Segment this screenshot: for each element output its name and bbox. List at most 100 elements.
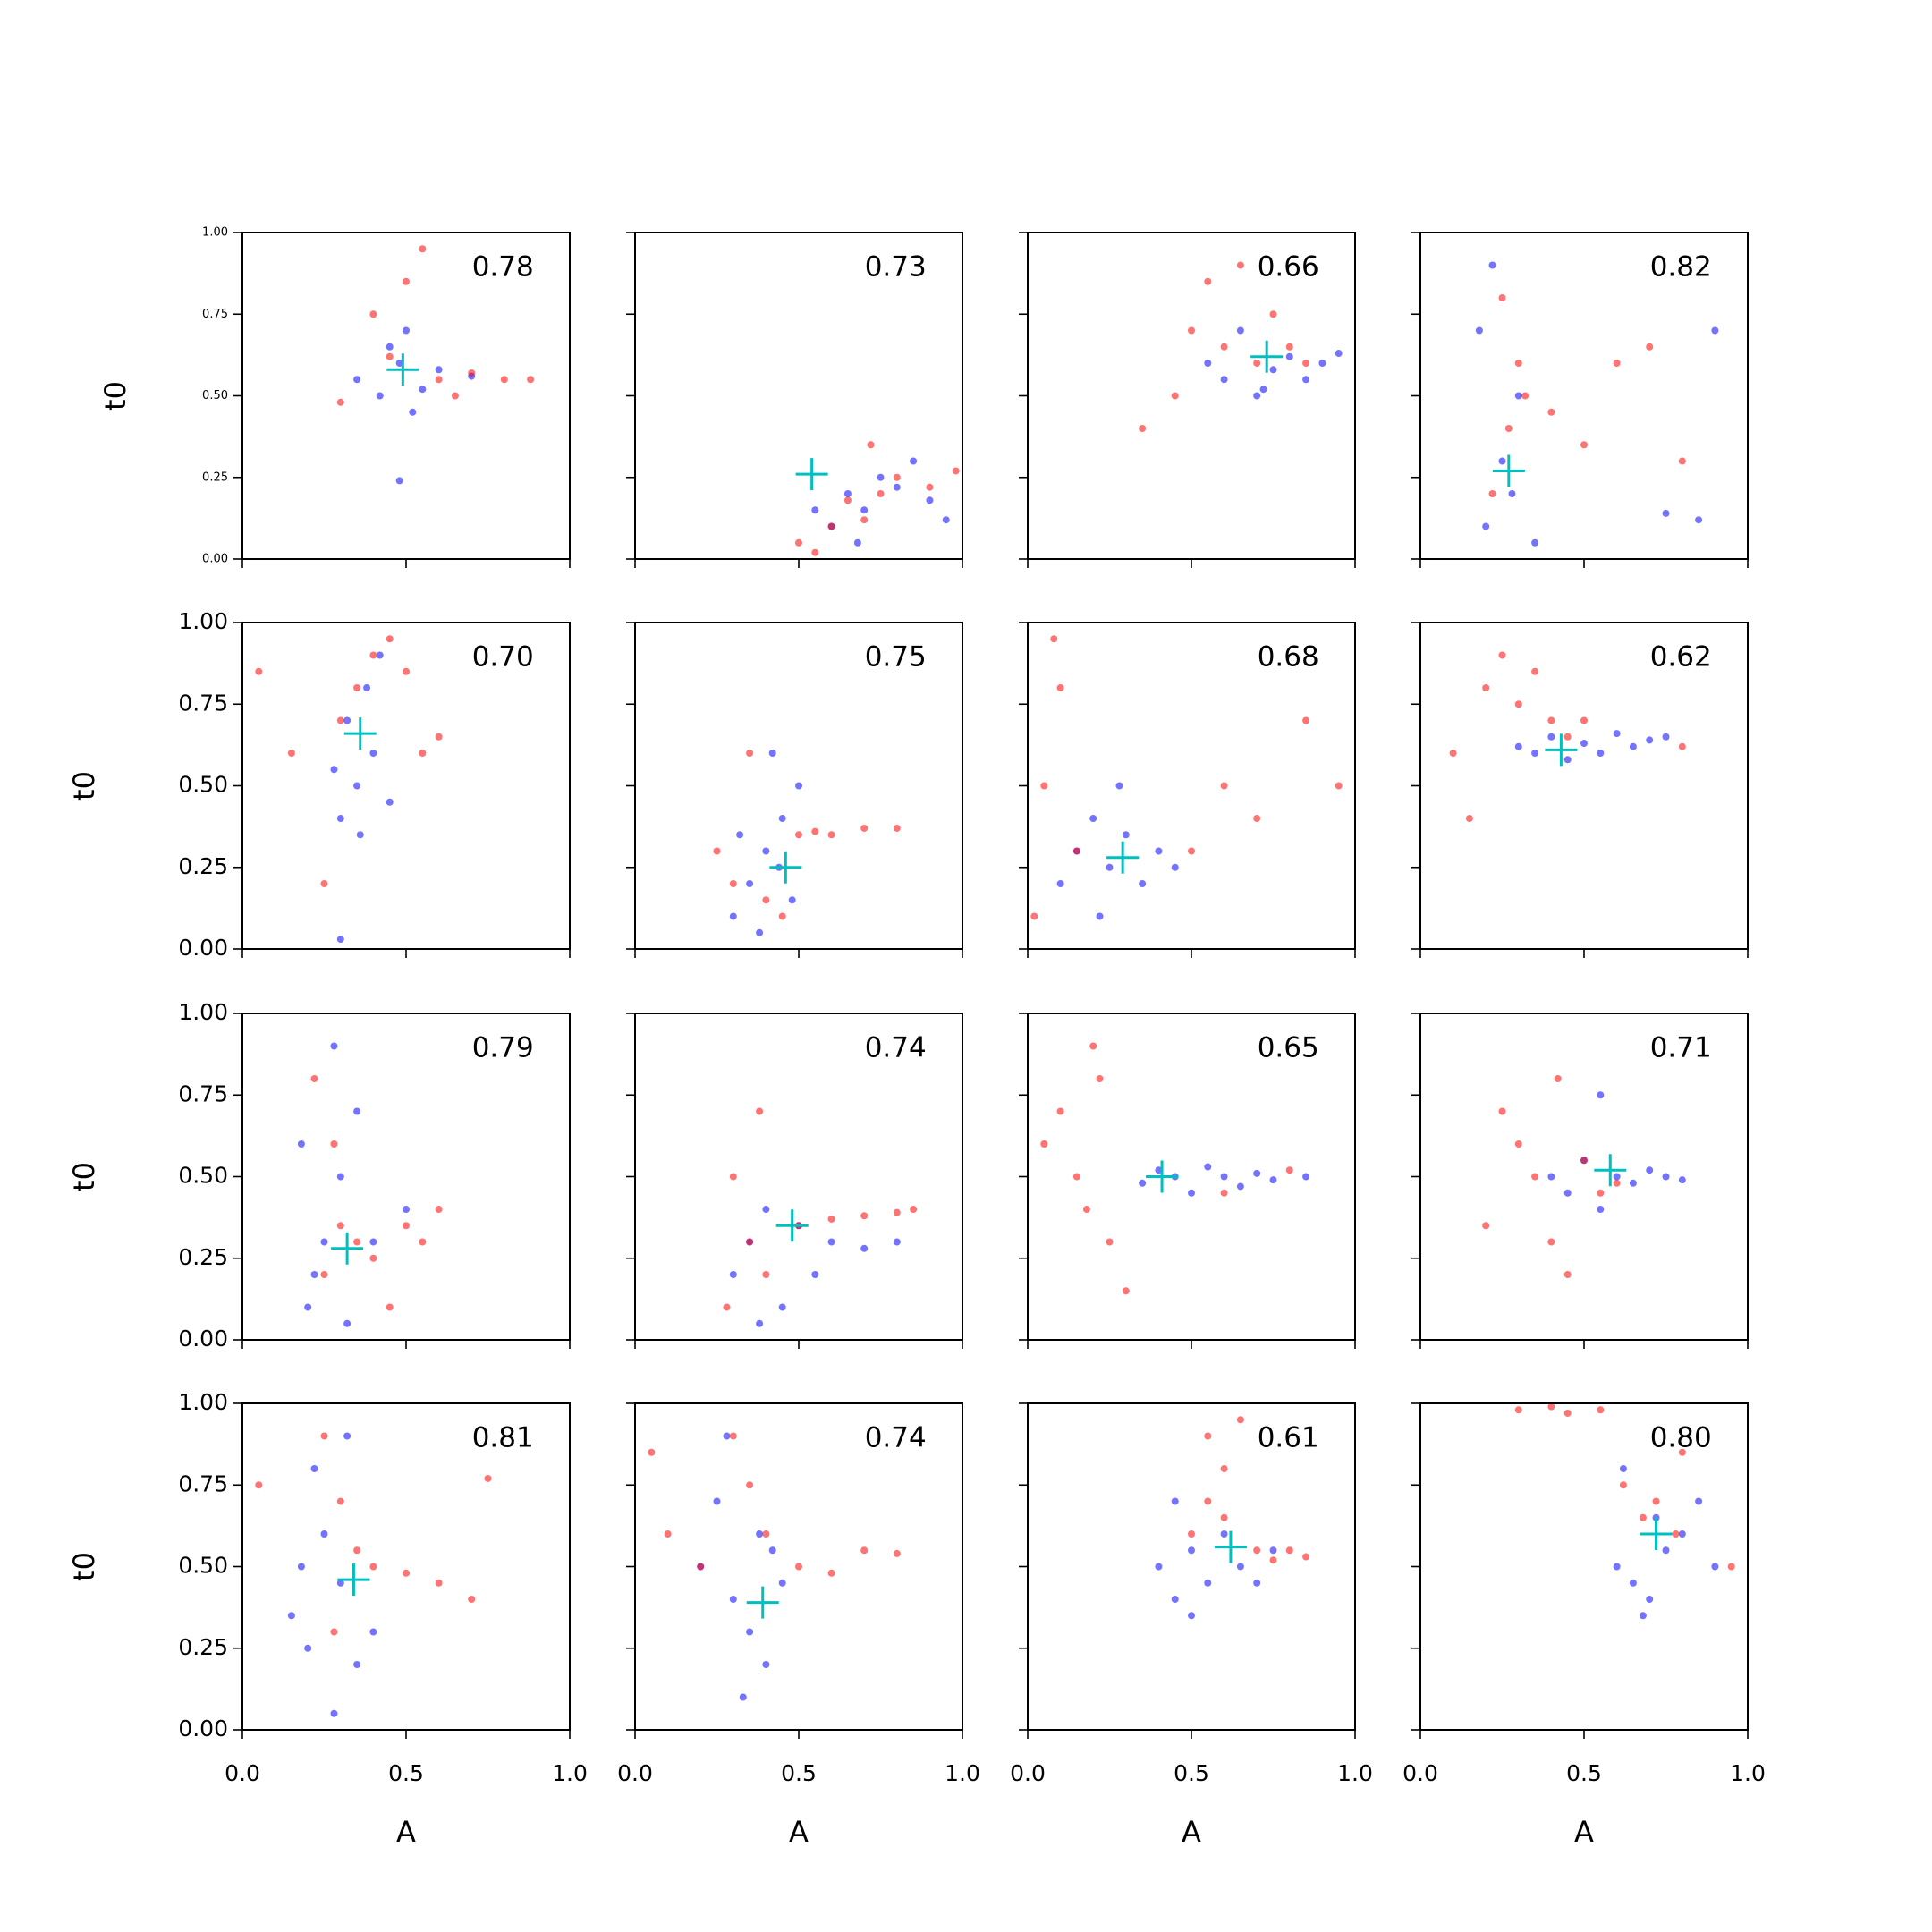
sample-point xyxy=(762,1530,770,1538)
sample-point xyxy=(336,936,344,944)
sample-point xyxy=(297,1140,305,1148)
sample-point xyxy=(1547,408,1555,416)
sample-point xyxy=(768,1546,776,1555)
sample-point xyxy=(353,782,361,790)
sample-point xyxy=(320,880,328,887)
sample-point xyxy=(713,1497,721,1505)
true-value-marker xyxy=(1640,1518,1673,1550)
sample-point xyxy=(527,376,535,384)
sample-point xyxy=(893,473,901,481)
panel-annotation: 0.73 xyxy=(865,251,927,284)
sample-point xyxy=(860,1546,869,1555)
x-axis-label: A xyxy=(1574,1815,1594,1849)
sample-point xyxy=(768,750,776,757)
sample-point xyxy=(1253,1169,1261,1177)
true-value-marker xyxy=(775,1209,809,1242)
sample-point xyxy=(843,496,852,504)
true-value-marker xyxy=(343,717,377,750)
y-tick-label: 0.75 xyxy=(178,1470,228,1496)
sample-point xyxy=(386,343,394,351)
sample-point xyxy=(1302,1173,1310,1181)
sample-point xyxy=(1619,1481,1627,1489)
sample-point xyxy=(1050,635,1058,643)
sample-point xyxy=(1563,733,1572,741)
sample-point xyxy=(1302,376,1310,384)
sample-point xyxy=(369,750,377,757)
sample-point xyxy=(310,1271,318,1278)
sample-point xyxy=(762,896,770,904)
sample-point xyxy=(756,1107,764,1115)
true-value-marker xyxy=(1146,1160,1179,1193)
x-axis-label: A xyxy=(396,1815,416,1849)
sample-point xyxy=(736,831,744,839)
sample-point xyxy=(1204,360,1212,367)
y-axis-label: t0 xyxy=(67,1552,101,1581)
sample-point xyxy=(353,1238,361,1246)
sample-point xyxy=(1171,1596,1179,1603)
sample-point xyxy=(1204,1579,1212,1587)
sample-point xyxy=(1253,815,1261,822)
sample-point xyxy=(729,1271,737,1278)
sample-point xyxy=(729,1596,737,1603)
sample-point xyxy=(795,782,802,790)
sample-point xyxy=(1580,441,1588,449)
sample-point xyxy=(1106,863,1114,871)
sample-point xyxy=(1613,360,1621,367)
sample-point xyxy=(1597,750,1605,757)
sample-point xyxy=(877,490,885,497)
x-tick-label: 0.0 xyxy=(225,1760,260,1786)
sample-point xyxy=(1482,684,1490,691)
sample-point xyxy=(1220,1513,1228,1521)
sample-point xyxy=(1096,912,1104,920)
sample-point xyxy=(867,441,875,449)
sample-point xyxy=(746,1238,754,1246)
sample-point xyxy=(1220,782,1228,790)
panel-annotation: 0.71 xyxy=(1650,1032,1712,1064)
sample-point xyxy=(893,1549,901,1557)
sample-point xyxy=(353,1107,361,1115)
sample-point xyxy=(310,1465,318,1472)
x-tick-label: 0.5 xyxy=(388,1760,424,1786)
sample-point xyxy=(402,667,410,675)
x-tick-label: 1.0 xyxy=(1730,1760,1766,1786)
sample-point xyxy=(778,1303,786,1311)
sample-point xyxy=(1514,1406,1522,1414)
sample-point xyxy=(1253,1579,1261,1587)
panel-annotation: 0.74 xyxy=(865,1422,927,1454)
sample-point xyxy=(1122,1287,1130,1295)
sample-point xyxy=(1629,1579,1637,1587)
sample-point xyxy=(1465,815,1473,822)
x-tick-label: 0.5 xyxy=(1174,1760,1209,1786)
sample-point xyxy=(1236,1182,1244,1191)
sample-point xyxy=(1580,1157,1588,1165)
y-tick-label: 1.00 xyxy=(178,608,228,634)
true-value-marker xyxy=(746,1586,779,1619)
sample-point xyxy=(336,1579,344,1587)
x-tick-label: 0.5 xyxy=(781,1760,817,1786)
sample-point xyxy=(1597,1189,1605,1197)
sample-point xyxy=(1220,1530,1228,1538)
sample-point xyxy=(664,1530,672,1538)
sample-point xyxy=(877,473,885,481)
sample-point xyxy=(419,245,427,253)
sample-point xyxy=(942,516,950,524)
sample-point xyxy=(723,1303,731,1311)
sample-point xyxy=(1672,1530,1680,1538)
sample-point xyxy=(1155,1563,1163,1571)
panel-annotation: 0.68 xyxy=(1258,641,1319,674)
sample-point xyxy=(1220,1465,1228,1472)
sample-point xyxy=(297,1563,305,1571)
sample-point xyxy=(330,1709,338,1717)
true-value-marker xyxy=(331,1232,364,1265)
true-value-marker xyxy=(1106,841,1140,874)
sample-point xyxy=(860,1212,869,1220)
sample-point xyxy=(1040,1140,1048,1148)
sample-point xyxy=(729,880,737,887)
sample-point xyxy=(1498,651,1506,659)
sample-point xyxy=(811,827,819,835)
sample-point xyxy=(756,928,764,936)
sample-point xyxy=(1488,490,1496,497)
sample-point xyxy=(1514,392,1522,400)
sample-point xyxy=(1498,294,1506,301)
sample-point xyxy=(1188,1546,1195,1555)
